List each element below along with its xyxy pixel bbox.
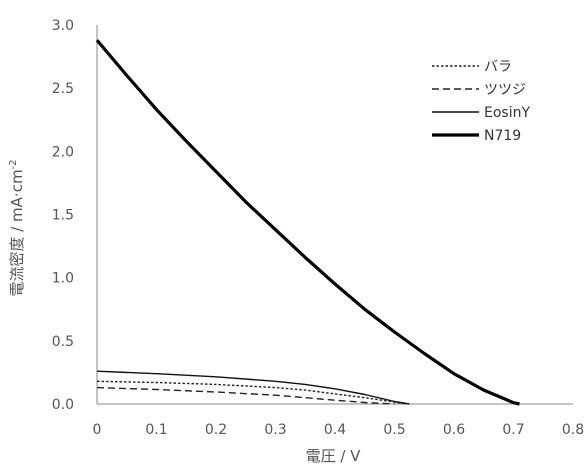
x-tick-label: 0	[93, 422, 102, 438]
y-tick-label: 1.0	[52, 271, 74, 287]
x-tick-label: 0.2	[205, 422, 227, 438]
y-axis-title-text: 電流密度 / mA·cm	[8, 169, 26, 296]
series-line-3	[96, 370, 410, 405]
tick-labels: 0 0.1 0.2 0.3 0.4 0.5 0.6 0.7 0.8 0.0 0.5 1.0 1.5 2.0…	[52, 18, 584, 438]
y-tick-label: 0.0	[52, 397, 74, 413]
x-tick-label: 0.1	[145, 422, 167, 438]
series-lines	[95, 39, 520, 406]
x-tick-label: 0.3	[264, 422, 286, 438]
y-tick-label: 0.5	[52, 334, 74, 350]
x-axis-title: 電圧 / V	[306, 447, 362, 464]
y-axis-title: 電流密度 / mA·cm-2	[8, 159, 26, 296]
x-tick-label: 0.7	[502, 422, 524, 438]
legend-label-3: EosinY	[484, 105, 530, 121]
y-tick-label: 2.5	[52, 81, 74, 97]
legend-label-1: バラ	[484, 59, 512, 75]
series-line-1	[96, 380, 407, 405]
x-tick-label: 0.5	[383, 422, 405, 438]
x-tick-label: 0.8	[562, 422, 584, 438]
y-tick-label: 2.0	[52, 144, 74, 160]
legend-label-4: N719	[484, 128, 521, 144]
series-line-4	[95, 39, 520, 406]
y-tick-label: 1.5	[52, 208, 74, 224]
axes	[96, 25, 573, 405]
x-tick-label: 0.4	[324, 422, 346, 438]
y-axis-title-sup: -2	[8, 159, 19, 169]
y-tick-label: 3.0	[52, 18, 74, 34]
x-tick-label: 0.6	[443, 422, 465, 438]
series-line-2	[96, 386, 395, 405]
legend-label-2: ツツジ	[484, 82, 526, 98]
